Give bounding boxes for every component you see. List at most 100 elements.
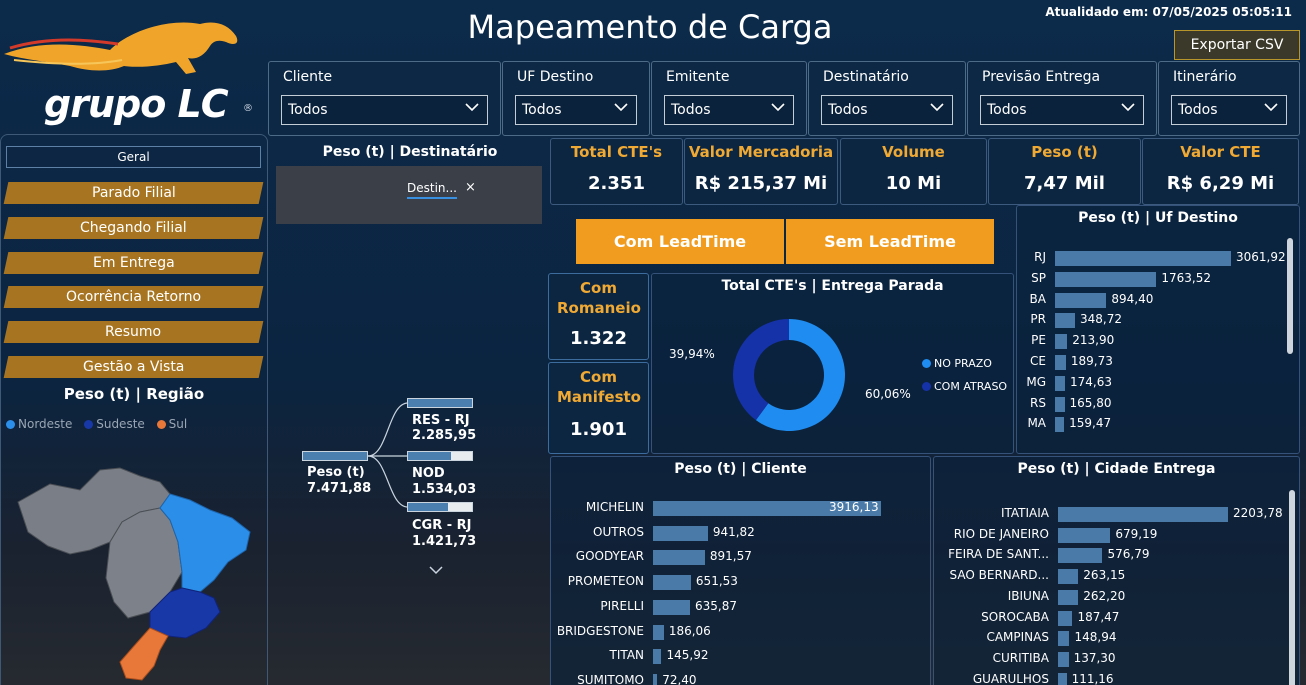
filter-destinatario-dropdown[interactable]: Todos [821,95,953,125]
tree-node-label: NOD [412,466,445,481]
tree-node-value: 1.534,03 [412,482,477,497]
filter-emitente-dropdown[interactable]: Todos [664,95,794,125]
filter-cliente-dropdown[interactable]: Todos [281,95,488,125]
bar[interactable] [653,649,662,665]
com-leadtime-button[interactable]: Com LeadTime [576,219,784,264]
legend-item-sudeste[interactable]: Sudeste [84,417,145,431]
nav-label: Em Entrega [92,255,175,271]
bar[interactable] [1058,527,1111,543]
tree-root-bar[interactable] [302,451,368,461]
bar-value-label: 635,87 [695,598,738,613]
tree-node-bar[interactable] [407,398,473,408]
kpi-valor-cte: Valor CTE R$ 6,29 Mi [1142,138,1299,205]
tree-node-bar[interactable] [407,502,473,512]
bar[interactable] [1055,375,1066,391]
legend-item-nordeste[interactable]: Nordeste [6,417,72,431]
updated-timestamp: Atualidado em: 07/05/2025 05:05:11 [1045,5,1292,19]
bar[interactable] [1058,507,1228,522]
filter-previsao-entrega-dropdown[interactable]: Todos [980,95,1144,125]
legend-item-sul[interactable]: Sul [156,417,187,431]
tree-node-value: 2.285,95 [412,428,477,443]
bar-category-label: RIO DE JANEIRO [953,526,1049,541]
bar[interactable] [653,550,705,566]
chevron-down-icon [614,103,628,112]
cliente-chart[interactable]: MICHELIN 3916,13 OUTROS 941,82 GOODYEAR 891,5… [550,500,928,685]
bar[interactable] [1058,569,1079,585]
bar[interactable] [1055,271,1157,287]
kpi-label: Total CTE's [570,143,663,161]
sem-leadtime-button[interactable]: Sem LeadTime [786,219,994,264]
bar[interactable] [1058,631,1070,647]
donut-chart[interactable] [730,316,848,434]
cidade-scrollbar[interactable] [1289,490,1295,685]
bar-category-label: MA [1027,416,1046,431]
chevron-down-icon[interactable] [428,564,444,576]
filter-previsao-entrega: Previsão Entrega Todos [967,61,1157,136]
bar[interactable] [653,624,664,640]
bar-value-label: 186,06 [668,623,711,638]
bar[interactable] [653,575,691,591]
bar[interactable] [653,501,881,516]
nav-ocorrencia-retorno[interactable]: Ocorrência Retorno [3,286,264,308]
map-region-nordeste [159,493,251,593]
filter-value: Todos [828,102,868,118]
donut-slice-no-prazo[interactable] [755,319,845,431]
brazil-map[interactable] [10,462,260,685]
bar[interactable] [1055,396,1065,412]
bar-category-label: CE [1030,354,1046,368]
bar-category-label: GUARULHOS [972,671,1049,685]
bar[interactable] [1055,355,1066,370]
export-csv-button[interactable]: Exportar CSV [1174,30,1300,60]
bar[interactable] [653,525,708,541]
tree-node-value: 1.421,73 [412,534,477,549]
bar[interactable] [1058,651,1069,667]
legend-item-no-prazo[interactable]: NO PRAZO [922,357,992,370]
legend-item-com-atraso[interactable]: COM ATRASO [922,380,1007,393]
uf-scrollbar[interactable] [1287,238,1293,354]
page-title: Mapeamento de Carga [467,8,833,46]
bar-category-label: CAMPINAS [986,630,1049,645]
uf-destino-chart[interactable]: RJ 3061,92 SP 1763,52 BA 894,40 PR 348,72 PE 213,… [1016,250,1292,440]
filter-emitente: Emitente Todos [651,61,807,136]
nav-gestao-a-vista[interactable]: Gestão a Vista [3,356,264,378]
cidade-title: Peso (t) | Cidade Entrega [1017,461,1216,477]
bar-value-label: 651,53 [695,574,738,589]
tree-level-chip[interactable]: Destin... [407,181,457,199]
legend-dot [84,420,94,429]
close-icon[interactable]: × [465,180,476,195]
bar[interactable] [1055,334,1068,350]
nav-em-entrega[interactable]: Em Entrega [3,252,264,274]
filter-itinerario-dropdown[interactable]: Todos [1171,95,1287,125]
map-region-sudeste [149,587,221,639]
bar[interactable] [653,673,658,685]
filter-uf-destino-dropdown[interactable]: Todos [515,95,637,125]
nav-parado-filial[interactable]: Parado Filial [3,182,264,204]
bar[interactable] [1055,251,1231,266]
tree-title: Peso (t) | Destinatário [322,144,498,160]
bar[interactable] [1058,589,1079,605]
bar[interactable] [1055,292,1107,308]
bar[interactable] [1055,417,1065,433]
cidade-chart[interactable]: ITATIAIA 2203,78 RIO DE JANEIRO 679,19 FEIRA… [933,506,1293,685]
bar[interactable] [1058,672,1067,685]
tree-node-fill [408,399,472,407]
regiao-chart-title: Peso (t) | Região [63,385,205,403]
uf-destino-panel: Peso (t) | Uf Destino [1016,205,1300,454]
bar[interactable] [1058,548,1103,564]
nav-resumo[interactable]: Resumo [3,321,264,343]
bar[interactable] [653,599,691,615]
donut-label-com-atraso: 39,94% [669,347,715,361]
nav-chegando-filial[interactable]: Chegando Filial [3,217,264,239]
bar-category-label: PR [1030,312,1046,327]
legend-dot [922,382,931,391]
nav-geral[interactable]: Geral [6,146,261,168]
kpi-label: Valor CTE [1180,143,1261,161]
tree-node-bar[interactable] [407,451,473,461]
donut-slice-com-atraso[interactable] [733,319,789,421]
kpi-value: 10 Mi [885,173,942,194]
cliente-panel: Peso (t) | Cliente [550,456,931,685]
filter-label: Emitente [666,69,730,85]
bar[interactable] [1058,610,1073,626]
bar[interactable] [1055,313,1076,329]
donut-title: Total CTE's | Entrega Parada [721,278,944,294]
